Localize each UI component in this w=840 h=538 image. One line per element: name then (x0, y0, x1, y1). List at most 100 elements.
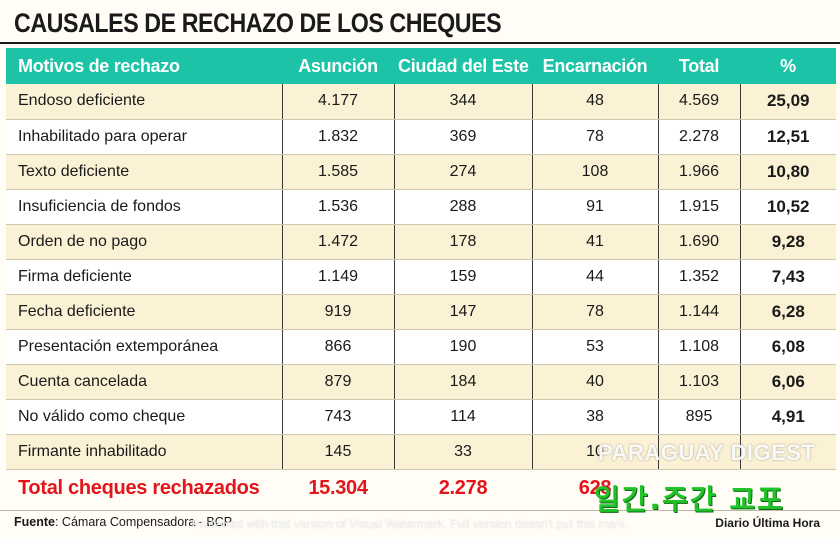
cell-motivo: Cuenta cancelada (6, 364, 282, 400)
cell-total (657, 434, 740, 470)
cell-percent: 25,09 (739, 84, 836, 120)
cell-cde: 288 (393, 189, 532, 225)
cell-total: 2.278 (657, 119, 740, 155)
cell-encarnacion: 78 (531, 119, 658, 155)
table-row: Presentación extemporánea 866 190 53 1.1… (6, 329, 836, 365)
cell-percent: 9,28 (739, 224, 836, 260)
cell-cde: 159 (393, 259, 532, 295)
cell-encarnacion: 44 (531, 259, 658, 295)
cell-cde: 369 (393, 119, 532, 155)
cell-asuncion: 743 (281, 399, 394, 435)
cell-asuncion: 1.832 (281, 119, 394, 155)
cell-motivo: Presentación extemporánea (6, 329, 282, 365)
total-encarnacion: 628 (578, 476, 612, 499)
table-row: Cuenta cancelada 879 184 40 1.103 6,06 (6, 364, 836, 400)
cell-asuncion: 1.585 (281, 154, 394, 190)
cell-cde: 184 (393, 364, 532, 400)
header-ciudad-del-este: Ciudad del Este (398, 55, 529, 76)
table-row: Firmante inhabilitado 145 33 10 (6, 434, 836, 470)
cell-encarnacion: 10 (531, 434, 658, 470)
total-cde: 2.278 (438, 476, 488, 499)
cell-asuncion: 866 (281, 329, 394, 365)
cell-encarnacion: 38 (531, 399, 658, 435)
source-label: Fuente (14, 515, 55, 529)
cell-encarnacion: 48 (531, 84, 658, 120)
cell-asuncion: 1.536 (281, 189, 394, 225)
cell-motivo: Insuficiencia de fondos (6, 189, 282, 225)
cell-encarnacion: 41 (531, 224, 658, 260)
cell-percent (739, 434, 836, 470)
cell-motivo: No válido como cheque (6, 399, 282, 435)
table-row: No válido como cheque 743 114 38 895 4,9… (6, 399, 836, 435)
table-row: Endoso deficiente 4.177 344 48 4.569 25,… (6, 84, 836, 120)
cell-asuncion: 4.177 (281, 84, 394, 120)
total-asuncion: 15.304 (308, 476, 368, 499)
table-row: Insuficiencia de fondos 1.536 288 91 1.9… (6, 189, 836, 225)
header-motivos: Motivos de rechazo (18, 55, 180, 76)
cell-total: 1.108 (657, 329, 740, 365)
cell-encarnacion: 91 (531, 189, 658, 225)
cell-total: 1.915 (657, 189, 740, 225)
footer-divider (0, 510, 840, 511)
cell-percent: 7,43 (739, 259, 836, 295)
cell-encarnacion: 40 (531, 364, 658, 400)
table-header-row: Motivos de rechazo Asunción Ciudad del E… (6, 48, 836, 84)
header-asuncion: Asunción (298, 55, 378, 76)
cell-percent: 6,08 (739, 329, 836, 365)
cell-percent: 4,91 (739, 399, 836, 435)
table-row: Inhabilitado para operar 1.832 369 78 2.… (6, 119, 836, 155)
cell-cde: 178 (393, 224, 532, 260)
cell-cde: 344 (393, 84, 532, 120)
cell-total: 1.144 (657, 294, 740, 330)
table-row: Fecha deficiente 919 147 78 1.144 6,28 (6, 294, 836, 330)
cell-motivo: Texto deficiente (6, 154, 282, 190)
cell-percent: 6,06 (739, 364, 836, 400)
total-label: Total cheques rechazados (18, 476, 260, 499)
cell-total: 1.690 (657, 224, 740, 260)
cell-motivo: Fecha deficiente (6, 294, 282, 330)
cell-motivo: Firmante inhabilitado (6, 434, 282, 470)
cell-asuncion: 1.472 (281, 224, 394, 260)
cell-motivo: Inhabilitado para operar (6, 119, 282, 155)
cell-percent: 12,51 (739, 119, 836, 155)
cell-asuncion: 145 (281, 434, 394, 470)
cell-total: 1.103 (657, 364, 740, 400)
source-text: : Cámara Compensadora - BCP (54, 515, 233, 529)
header-encarnacion: Encarnación (542, 55, 648, 76)
cell-cde: 274 (393, 154, 532, 190)
cell-total: 1.966 (657, 154, 740, 190)
cell-asuncion: 919 (281, 294, 394, 330)
cell-total: 4.569 (657, 84, 740, 120)
cell-motivo: Endoso deficiente (6, 84, 282, 120)
cell-encarnacion: 78 (531, 294, 658, 330)
source-note: Fuente: Cámara Compensadora - BCP (14, 515, 232, 529)
cell-cde: 114 (393, 399, 532, 435)
watermark-digest: PARAGUAY DIGEST (598, 440, 816, 465)
total-row: Total cheques rechazados 15.304 2.278 62… (6, 469, 836, 507)
cell-motivo: Orden de no pago (6, 224, 282, 260)
cell-encarnacion: 53 (531, 329, 658, 365)
header-total: Total (678, 55, 720, 76)
cell-cde: 147 (393, 294, 532, 330)
cell-total: 1.352 (657, 259, 740, 295)
cell-percent: 6,28 (739, 294, 836, 330)
cell-asuncion: 1.149 (281, 259, 394, 295)
table-row: Texto deficiente 1.585 274 108 1.966 10,… (6, 154, 836, 190)
title-divider (0, 42, 840, 44)
cell-asuncion: 879 (281, 364, 394, 400)
cell-cde: 190 (393, 329, 532, 365)
cell-cde: 33 (393, 434, 532, 470)
cell-encarnacion: 108 (531, 154, 658, 190)
cell-percent: 10,80 (739, 154, 836, 190)
watermark-korean: 일간.주간 교포 (594, 483, 785, 516)
page-title: CAUSALES DE RECHAZO DE LOS CHEQUES (14, 8, 502, 38)
rejection-table: Motivos de rechazo Asunción Ciudad del E… (6, 48, 836, 507)
header-percent: % (780, 55, 796, 76)
table-row: Firma deficiente 1.149 159 44 1.352 7,43 (6, 259, 836, 295)
cell-percent: 10,52 (739, 189, 836, 225)
watermark-trial: Protected with trial version of Visual W… (192, 517, 629, 531)
publisher-credit: Diario Última Hora (715, 516, 820, 530)
table-row: Orden de no pago 1.472 178 41 1.690 9,28 (6, 224, 836, 260)
cell-total: 895 (657, 399, 740, 435)
